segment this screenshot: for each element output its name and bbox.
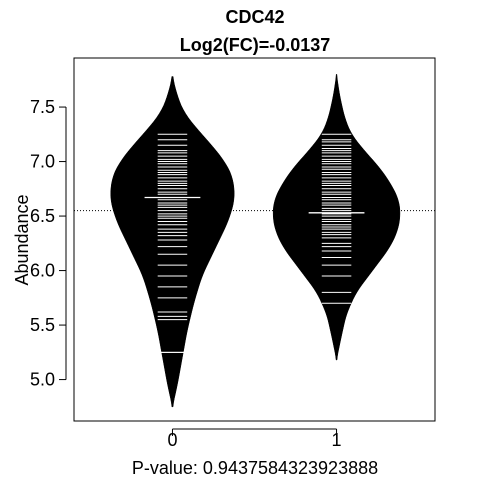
bean-density-1: [272, 74, 401, 361]
y-tick-label: 5.0: [30, 370, 55, 390]
x-tick-label: 1: [332, 430, 342, 450]
y-axis-label: Abundance: [12, 194, 32, 285]
chart-title: CDC42: [225, 7, 284, 27]
y-tick-label: 7.5: [30, 97, 55, 117]
plot-frame: [73, 57, 436, 422]
y-tick-label: 7.0: [30, 152, 55, 172]
bean-group-1: [272, 74, 401, 361]
x-axis-label: P-value: 0.9437584323923888: [132, 458, 378, 478]
chart-subtitle: Log2(FC)=-0.0137: [180, 35, 331, 55]
bean-group-0: [110, 76, 235, 408]
y-tick-label: 6.5: [30, 206, 55, 226]
y-tick-label: 5.5: [30, 315, 55, 335]
plot-area: [74, 74, 435, 408]
x-tick-label: 0: [167, 430, 177, 450]
bean-density-0: [110, 76, 235, 408]
y-axis: 5.0 5.5 6.0 6.5 7.0 7.5: [30, 97, 67, 390]
y-tick-label: 6.0: [30, 261, 55, 281]
